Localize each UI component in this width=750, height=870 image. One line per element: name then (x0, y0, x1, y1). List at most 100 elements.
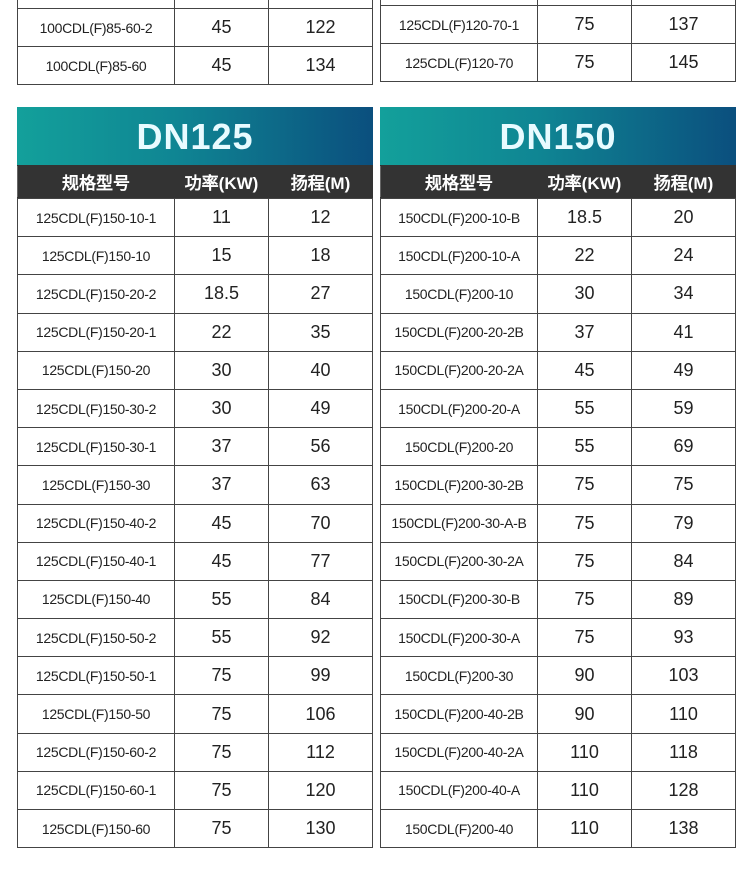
cell-model: 125CDL(F)150-30 (17, 465, 175, 505)
cell-power: 75 (174, 694, 269, 734)
cell-head: 77 (268, 541, 373, 581)
column-header-row: 规格型号 功率(KW) 扬程(M) (380, 165, 736, 198)
cell-head: 56 (268, 427, 373, 467)
cell-head: 49 (268, 388, 373, 429)
cell-power: 45 (537, 350, 632, 390)
header-power: 功率(KW) (174, 165, 269, 198)
cell-model: 150CDL(F)200-20-2A (380, 350, 538, 390)
cell-model: 125CDL(F)150-20-1 (17, 312, 175, 352)
cell-model: 150CDL(F)200-30-A-B (380, 503, 538, 543)
table-row: 125CDL(F)150-40 55 84 (17, 579, 373, 620)
cell-model: 150CDL(F)200-30-B (380, 579, 538, 620)
table-row: 125CDL(F)150-50 75 106 (17, 694, 373, 734)
header-power: 功率(KW) (537, 165, 632, 198)
table-row: 125CDL(F)150-20 30 40 (17, 350, 373, 390)
cell-power: 75 (537, 618, 632, 658)
cell-model: 125CDL(F)150-10-1 (17, 197, 175, 238)
table-row: 125CDL(F)150-10-1 11 12 (17, 197, 373, 238)
table-row: 125CDL(F)150-40-2 45 70 (17, 503, 373, 543)
table-row: 150CDL(F)200-30-A 75 93 (380, 618, 736, 658)
cell-model: 100CDL(F)85-60-2 (17, 8, 175, 47)
cell-model: 125CDL(F)150-40-1 (17, 541, 175, 581)
table-row: 150CDL(F)200-30-2B 75 75 (380, 465, 736, 505)
table-row: 125CDL(F)150-50-2 55 92 (17, 618, 373, 658)
cell-head: 118 (631, 732, 736, 772)
cell-head: 84 (631, 541, 736, 581)
cell-head: 138 (631, 808, 736, 849)
cell-power: 45 (174, 541, 269, 581)
cell-head: 128 (631, 770, 736, 811)
cell-head: 18 (268, 236, 373, 276)
cell-head: 106 (268, 694, 373, 734)
table-row: 150CDL(F)200-20-A 55 59 (380, 388, 736, 429)
cell-power: 30 (537, 274, 632, 314)
table-row: 150CDL(F)200-40-2B 90 110 (380, 694, 736, 734)
cell-power: 75 (537, 579, 632, 620)
dn150-section: DN150 规格型号 功率(KW) 扬程(M) 150CDL(F)200-10-… (380, 107, 736, 849)
cell-head: 79 (631, 503, 736, 543)
cell-power: 55 (537, 388, 632, 429)
table-row: 150CDL(F)200-20-2B 37 41 (380, 312, 736, 352)
cell-head: 92 (268, 618, 373, 658)
cell-power: 55 (537, 427, 632, 467)
cell-model: 125CDL(F)150-30-1 (17, 427, 175, 467)
cell-power: 75 (537, 503, 632, 543)
table-row: 100CDL(F)85-60-2 45 122 (17, 8, 373, 47)
table-row: 150CDL(F)200-30-2A 75 84 (380, 541, 736, 581)
cell-model: 150CDL(F)200-40-2B (380, 694, 538, 734)
cell-head: 122 (268, 8, 373, 47)
cell-power: 22 (537, 236, 632, 276)
cell-head: 34 (631, 274, 736, 314)
table-row: 150CDL(F)200-30-A-B 75 79 (380, 503, 736, 543)
cell-head: 63 (268, 465, 373, 505)
table-row: 100CDL(F)85-60 45 134 (17, 46, 373, 85)
cell-power: 55 (174, 618, 269, 658)
cell-model: 125CDL(F)120-70 (380, 43, 538, 82)
cell-model: 125CDL(F)150-30-2 (17, 388, 175, 429)
cell-power: 18.5 (174, 274, 269, 314)
cell-head: 145 (631, 43, 736, 82)
table-row: 150CDL(F)200-10-B 18.5 20 (380, 197, 736, 238)
cell-power: 15 (174, 236, 269, 276)
cell-model: 150CDL(F)200-40-2A (380, 732, 538, 772)
cell-model: 125CDL(F)150-40-2 (17, 503, 175, 543)
cell-head: 69 (631, 427, 736, 467)
table-row: 150CDL(F)200-10-A 22 24 (380, 236, 736, 276)
cell-power: 18.5 (537, 197, 632, 238)
cell-head: 137 (631, 5, 736, 44)
cell-model: 125CDL(F)150-40 (17, 579, 175, 620)
table-row: 125CDL(F)150-30-1 37 56 (17, 427, 373, 467)
cell-model: 150CDL(F)200-10-A (380, 236, 538, 276)
cell-head: 40 (268, 350, 373, 390)
cell-model: 125CDL(F)120-70-1 (380, 5, 538, 44)
cell-model: 125CDL(F)150-20 (17, 350, 175, 390)
cell-head: 120 (268, 770, 373, 811)
cell-model: 150CDL(F)200-30-A (380, 618, 538, 658)
header-model: 规格型号 (17, 165, 175, 198)
cell-power: 75 (174, 770, 269, 811)
cell-power: 37 (537, 312, 632, 352)
cell-model: 125CDL(F)150-60-1 (17, 770, 175, 811)
cell-model: 150CDL(F)200-10 (380, 274, 538, 314)
header-model: 规格型号 (380, 165, 538, 198)
cell-head: 12 (268, 197, 373, 238)
table-row: 150CDL(F)200-10 30 34 (380, 274, 736, 314)
table-row: 125CDL(F)150-30-2 30 49 (17, 388, 373, 429)
cell-model: 150CDL(F)200-10-B (380, 197, 538, 238)
table-row: 125CDL(F)150-30 37 63 (17, 465, 373, 505)
cell-power: 45 (174, 503, 269, 543)
cell-head: 84 (268, 579, 373, 620)
table-row: 125CDL(F)120-70 75 145 (380, 43, 736, 82)
table-row: 125CDL(F)150-10 15 18 (17, 236, 373, 276)
cell-power: 75 (174, 808, 269, 849)
dn125-section: DN125 规格型号 功率(KW) 扬程(M) 125CDL(F)150-10-… (17, 107, 373, 849)
cell-power: 11 (174, 197, 269, 238)
cell-head: 93 (631, 618, 736, 658)
header-head: 扬程(M) (268, 165, 373, 198)
cell-head: 35 (268, 312, 373, 352)
cell-model: 125CDL(F)150-60-2 (17, 732, 175, 772)
cell-power: 45 (174, 8, 269, 47)
cell-power: 75 (537, 541, 632, 581)
cell-model: 150CDL(F)200-40 (380, 808, 538, 849)
cell-power: 37 (174, 427, 269, 467)
